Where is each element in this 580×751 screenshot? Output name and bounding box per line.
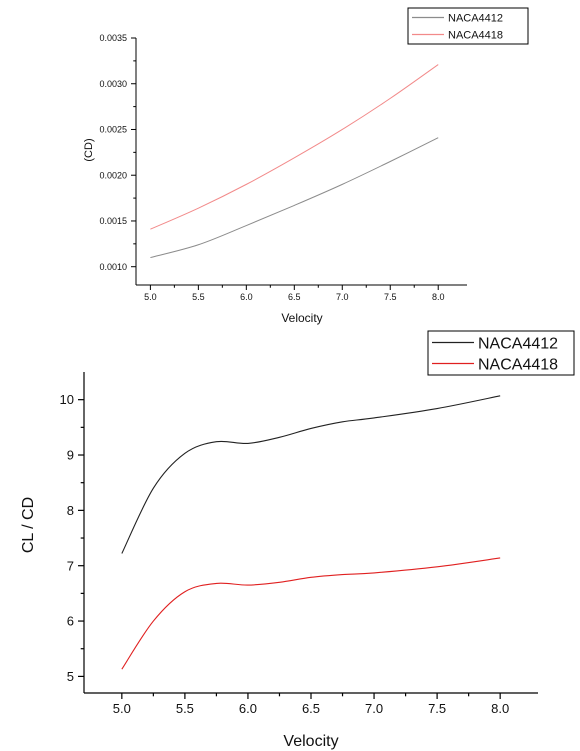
cd-x-tick-label: 6.5	[288, 292, 301, 302]
clcd-y-tick-label: 6	[67, 614, 74, 629]
cd-plot-area: 5.0 5.5 6.0 6.5 7.0 7.5 8.0 0.0010 0.0015 0.0020 0…	[99, 33, 467, 302]
clcd-series-line-naca4418	[121, 557, 501, 670]
clcd-chart: 5.0 5.5 6.0 6.5 7.0 7.5 8.0 5 6 7 8 9 10 Velocity CL…	[20, 330, 575, 750]
clcd-legend: NACA4412 NACA4418	[427, 330, 575, 376]
cd-legend: NACA4412 NACA4418	[407, 7, 529, 45]
cd-legend-box	[407, 7, 529, 45]
clcd-y-tick-label: 5	[67, 669, 74, 684]
cd-chart: 5.0 5.5 6.0 6.5 7.0 7.5 8.0 0.0010 0.0015 0.0020 0…	[83, 7, 529, 325]
cd-x-tick-label: 7.5	[384, 292, 397, 302]
cd-series-line-naca4418	[150, 64, 439, 230]
clcd-x-tick-label: 6.5	[302, 701, 320, 716]
cd-y-tick-label: 0.0035	[99, 33, 127, 43]
clcd-legend-box	[427, 330, 575, 376]
clcd-x-axis-title: Velocity	[283, 733, 338, 750]
clcd-y-tick-label: 10	[60, 392, 74, 407]
cd-y-tick-label: 0.0030	[99, 79, 127, 89]
cd-y-tick-label: 0.0025	[99, 125, 127, 135]
clcd-x-tick-label: 7.0	[365, 701, 383, 716]
clcd-x-tick-label: 6.0	[239, 701, 257, 716]
clcd-legend-label: NACA4418	[478, 356, 558, 373]
clcd-x-tick-label: 5.5	[176, 701, 194, 716]
cd-series-line-naca4412	[150, 137, 439, 259]
cd-y-tick-label: 0.0020	[99, 170, 127, 180]
cd-x-tick-label: 6.0	[240, 292, 253, 302]
cd-x-tick-label: 8.0	[432, 292, 445, 302]
cd-x-tick-label: 7.0	[336, 292, 349, 302]
cd-x-axis-title: Velocity	[281, 311, 322, 325]
clcd-x-tick-label: 5.0	[113, 701, 131, 716]
clcd-y-axis-title: CL / CD	[20, 497, 37, 553]
cd-legend-label: NACA4418	[448, 29, 503, 41]
clcd-legend-label: NACA4412	[478, 335, 558, 352]
clcd-plot-area: 5.0 5.5 6.0 6.5 7.0 7.5 8.0 5 6 7 8 9 10	[60, 372, 538, 716]
cd-y-axis-title: (CD)	[83, 138, 95, 161]
clcd-x-tick-label: 8.0	[491, 701, 509, 716]
clcd-y-tick-label: 9	[67, 448, 74, 463]
cd-y-tick-label: 0.0015	[99, 216, 127, 226]
clcd-x-tick-label: 7.5	[428, 701, 446, 716]
clcd-y-tick-label: 7	[67, 558, 74, 573]
cd-y-tick-label: 0.0010	[99, 262, 127, 272]
cd-legend-label: NACA4412	[448, 12, 503, 24]
cd-x-tick-label: 5.5	[192, 292, 205, 302]
cd-x-tick-label: 5.0	[144, 292, 157, 302]
clcd-series-line-naca4412	[121, 395, 501, 554]
clcd-y-tick-label: 8	[67, 503, 74, 518]
